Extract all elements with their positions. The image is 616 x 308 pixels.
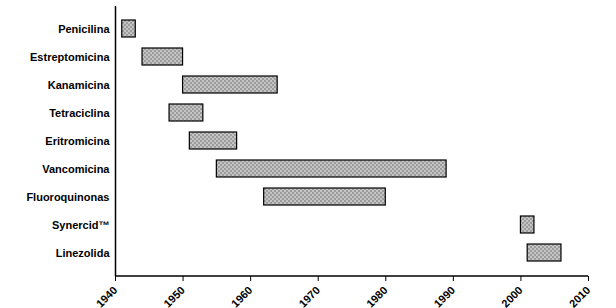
svg-text:1940: 1940: [94, 284, 120, 308]
svg-text:Tetraciclina: Tetraciclina: [49, 107, 110, 119]
svg-text:Fluoroquinonas: Fluoroquinonas: [26, 191, 109, 203]
svg-text:1990: 1990: [431, 284, 457, 308]
svg-text:Vancomicina: Vancomicina: [42, 163, 110, 175]
svg-text:1980: 1980: [364, 284, 390, 308]
svg-text:Estreptomicina: Estreptomicina: [30, 51, 110, 63]
svg-text:1950: 1950: [161, 284, 187, 308]
svg-text:1960: 1960: [229, 284, 255, 308]
svg-text:Synercid™: Synercid™: [52, 219, 109, 231]
svg-text:2010: 2010: [567, 284, 593, 308]
svg-text:Linezolida: Linezolida: [56, 247, 111, 259]
svg-text:Eritromicina: Eritromicina: [45, 135, 110, 147]
svg-text:2000: 2000: [499, 284, 525, 308]
svg-text:Penicilina: Penicilina: [58, 23, 110, 35]
svg-text:Kanamicina: Kanamicina: [48, 79, 111, 91]
svg-text:1970: 1970: [296, 284, 322, 308]
